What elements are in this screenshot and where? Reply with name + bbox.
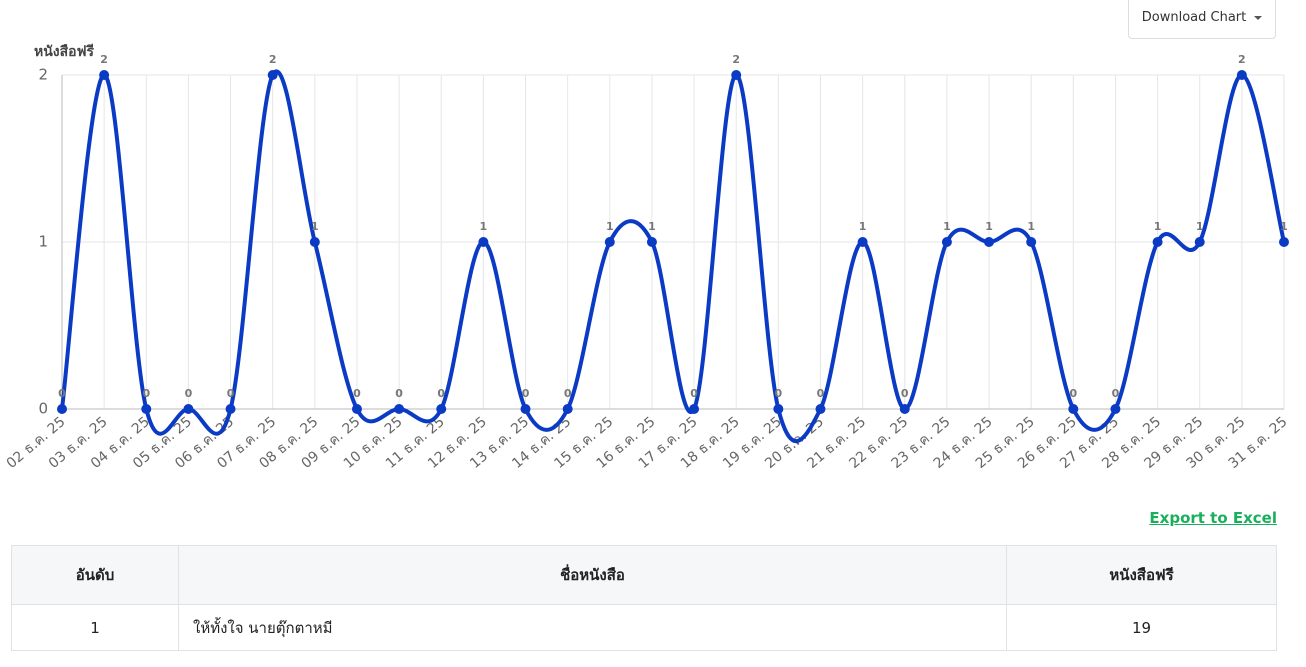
title-cell: ให้ทั้งใจ นายตุ๊กตาหมี [178,604,1007,651]
data-point [394,404,405,414]
data-label: 1 [1280,220,1288,233]
data-point [941,237,952,247]
data-point [1194,237,1205,247]
data-label: 2 [269,53,277,66]
data-point [646,237,657,247]
data-label: 0 [817,387,825,400]
data-label: 0 [522,387,530,400]
export-link[interactable]: Export to Excel [1149,509,1277,527]
data-label: 0 [1112,387,1120,400]
data-point [857,237,868,247]
data-label: 0 [690,387,698,400]
data-point [267,70,278,80]
y-axis-title: หนังสือฟรี [34,44,95,60]
data-label: 0 [775,387,783,400]
data-label: 1 [943,220,951,233]
data-point [141,404,152,414]
y-tick-label: 1 [38,233,48,251]
data-label: 2 [100,53,108,66]
data-label: 0 [395,387,403,400]
data-point [309,237,320,247]
data-point [815,404,826,414]
data-label: 1 [1154,220,1162,233]
data-point [436,404,447,414]
download-chart-button[interactable]: Download Chart [1128,0,1276,39]
data-point [562,404,573,414]
data-point [1110,404,1121,414]
header-cell: หนังสือฟรี [1006,545,1277,605]
data-point [57,404,67,414]
data-point [1152,237,1163,247]
data-label: 2 [732,53,740,66]
y-tick-label: 0 [38,400,48,418]
data-label: 0 [564,387,572,400]
data-point [1068,404,1079,414]
data-label: 0 [142,387,150,400]
data-label: 0 [353,387,361,400]
data-label: 1 [859,220,867,233]
data-point [1026,237,1037,247]
data-point [478,237,489,247]
data-label: 0 [437,387,445,400]
table-row: 1 ให้ทั้งใจ นายตุ๊กตาหมี 19 [11,604,1277,651]
data-label: 0 [185,387,193,400]
data-point [183,404,194,414]
header-row: อันดับ ชื่อหนังสือ หนังสือฟรี [11,545,1277,605]
count-cell: 19 [1006,604,1277,651]
header-cell: อันดับ [11,545,179,605]
data-label: 0 [1069,387,1077,400]
data-label: 1 [311,220,319,233]
data-point [351,404,362,414]
data-point [99,70,110,80]
data-point [1279,237,1289,247]
data-point [520,404,531,414]
rank-cell: 1 [11,604,179,651]
data-point [225,404,236,414]
ranking-table: อันดับ ชื่อหนังสือ หนังสือฟรี 1 ให้ทั้งใ… [11,545,1277,651]
data-label: 0 [901,387,909,400]
data-point [689,404,700,414]
data-label: 1 [648,220,656,233]
data-label: 0 [58,387,66,400]
data-point [899,404,910,414]
data-point [604,237,615,247]
data-point [773,404,784,414]
line-series [60,69,1286,443]
data-label: 1 [1196,220,1204,233]
data-label: 1 [480,220,488,233]
data-point [731,70,742,80]
data-label: 2 [1238,53,1246,66]
header-cell: ชื่อหนังสือ [178,545,1007,605]
data-label: 1 [1027,220,1035,233]
data-label: 1 [985,220,993,233]
data-point [984,237,995,247]
data-label: 0 [227,387,235,400]
data-label: 1 [606,220,614,233]
data-point [1236,70,1247,80]
y-tick-label: 2 [38,66,48,84]
